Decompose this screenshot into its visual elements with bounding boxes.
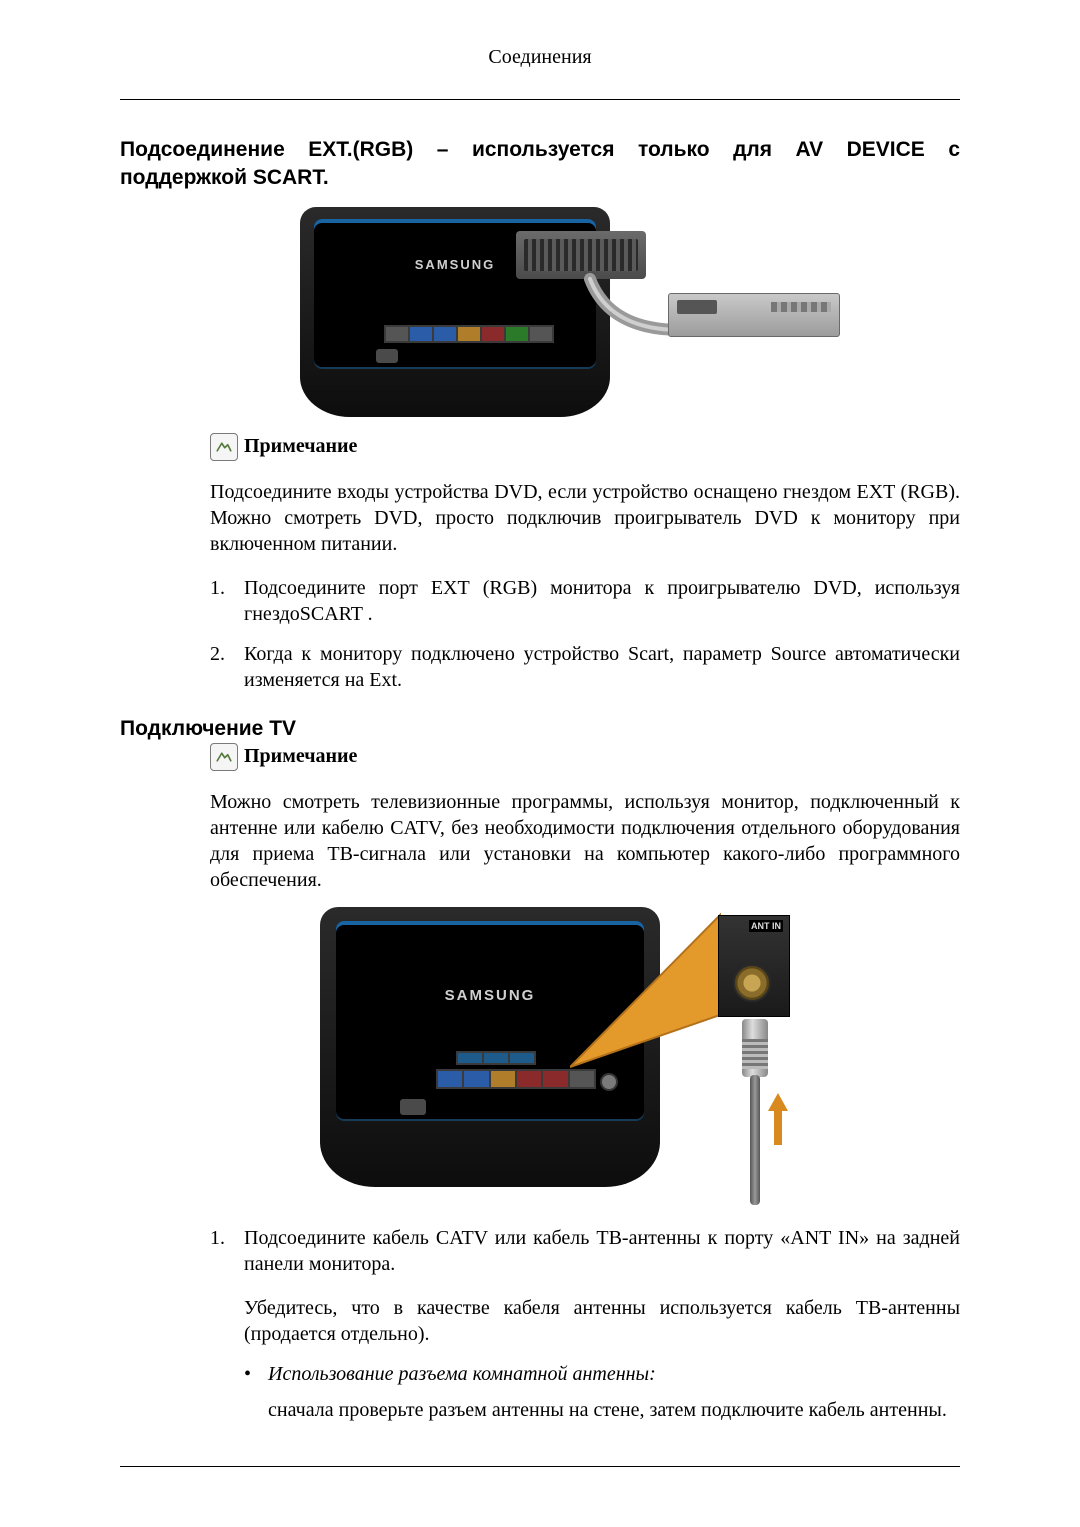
dvd-device xyxy=(668,293,840,337)
ant-plug xyxy=(742,1019,768,1077)
note-label-2: Примечание xyxy=(244,745,357,768)
section1-title-line2: поддержкой SCART. xyxy=(120,164,960,192)
page: Соединения Подсоединение EXT.(RGB) – исп… xyxy=(0,0,1080,1527)
step1-sublist: • Использование разъема комнатной антенн… xyxy=(244,1361,960,1423)
step-text: Когда к монитору подключено устройство S… xyxy=(244,641,960,693)
step1-follow: Убедитесь, что в качестве кабеля антенны… xyxy=(244,1295,960,1347)
step-number: 1. xyxy=(210,575,244,627)
step1-main: Подсоедините кабель CATV или кабель ТВ-а… xyxy=(244,1225,960,1277)
section1-title-line1: Подсоединение EXT.(RGB) – используется т… xyxy=(120,136,960,164)
figure-scart-canvas: SAMSUNG EXT(RGB) xyxy=(240,207,840,427)
monitor-panel-2: SAMSUNG xyxy=(336,921,644,1121)
page-header-title: Соединения xyxy=(120,46,960,69)
monitor-brand-2: SAMSUNG xyxy=(336,987,644,1004)
ant-cable xyxy=(750,1075,760,1205)
monitor-ports-2 xyxy=(436,1069,596,1089)
note-row-2: Примечание xyxy=(210,743,960,771)
figure-antenna: SAMSUNG ANT IN xyxy=(120,907,960,1207)
bullet-item: • Использование разъема комнатной антенн… xyxy=(244,1361,960,1387)
footer-rule xyxy=(120,1466,960,1467)
section1-step-1: 1. Подсоедините порт EXT (RGB) монитора … xyxy=(210,575,960,627)
monitor-ports xyxy=(384,325,554,343)
section2-step-1: 1. Подсоедините кабель CATV или кабель Т… xyxy=(210,1225,960,1423)
bullet-follow: сначала проверьте разъем антенны на стен… xyxy=(268,1397,960,1423)
note-row-1: Примечание xyxy=(210,433,960,461)
step-number: 2. xyxy=(210,641,244,693)
note-icon xyxy=(210,433,238,461)
header-rule xyxy=(120,99,960,100)
ant-in-label: ANT IN xyxy=(749,920,783,932)
figure-antenna-canvas: SAMSUNG ANT IN xyxy=(290,907,790,1207)
section1-step-2: 2. Когда к монитору подключено устройств… xyxy=(210,641,960,693)
step-text: Подсоедините порт EXT (RGB) монитора к п… xyxy=(244,575,960,627)
section1-intro: Подсоедините входы устройства DVD, если … xyxy=(210,479,960,557)
monitor-back-2: SAMSUNG xyxy=(320,907,660,1187)
section2-title: Подключение TV xyxy=(120,717,960,741)
ant-socket xyxy=(733,964,771,1002)
ant-panel: ANT IN xyxy=(718,915,790,1017)
section1-title: Подсоединение EXT.(RGB) – используется т… xyxy=(120,136,960,193)
bullet-italic: Использование разъема комнатной антенны: xyxy=(268,1361,656,1387)
section2-intro: Можно смотреть телевизионные программы, … xyxy=(210,789,960,893)
section1-steps: 1. Подсоедините порт EXT (RGB) монитора … xyxy=(210,575,960,693)
monitor-power-button-2 xyxy=(400,1099,426,1115)
figure-scart: SAMSUNG EXT(RGB) xyxy=(120,207,960,427)
monitor-power-button xyxy=(376,349,398,363)
note-icon xyxy=(210,743,238,771)
step-number: 1. xyxy=(210,1225,244,1423)
step-text: Подсоедините кабель CATV или кабель ТВ-а… xyxy=(244,1225,960,1423)
ant-port-indicator xyxy=(600,1073,618,1091)
note-label-1: Примечание xyxy=(244,435,357,458)
section2-steps: 1. Подсоедините кабель CATV или кабель Т… xyxy=(210,1225,960,1423)
bullet-icon: • xyxy=(244,1361,258,1387)
up-arrow-icon xyxy=(768,1093,788,1111)
monitor-ports-top xyxy=(456,1051,536,1065)
